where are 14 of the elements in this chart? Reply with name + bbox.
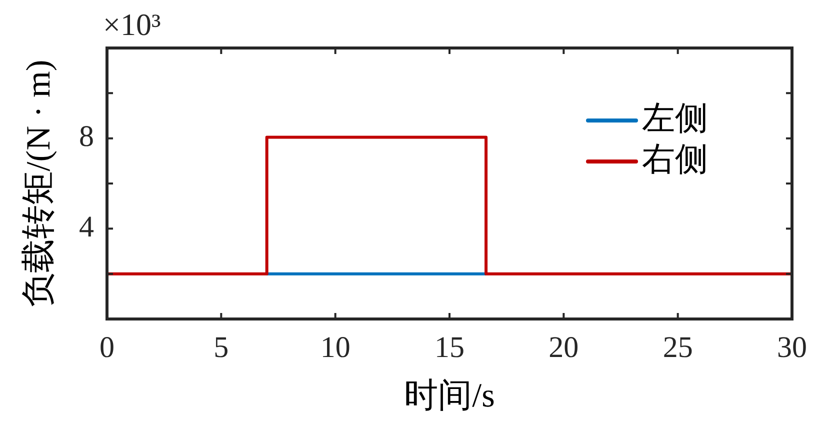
x-tick-label: 10	[320, 330, 350, 364]
y-axis-title: 负载转矩/(N · m)	[20, 60, 58, 308]
x-axis-title: 时间/s	[404, 378, 495, 415]
legend-label: 右侧	[642, 142, 708, 178]
x-tick-label: 5	[214, 330, 229, 364]
y-tick-label: 4	[79, 210, 94, 244]
x-tick-label: 30	[777, 330, 807, 364]
text: ×10³	[103, 7, 161, 42]
x-tick-label: 25	[662, 330, 693, 364]
x-tick-label: 0	[100, 330, 114, 364]
x-tick-label: 20	[548, 330, 579, 364]
x-tick-label: 15	[434, 330, 464, 364]
legend-label: 左侧	[642, 101, 708, 138]
y-tick-label: 8	[79, 120, 94, 154]
